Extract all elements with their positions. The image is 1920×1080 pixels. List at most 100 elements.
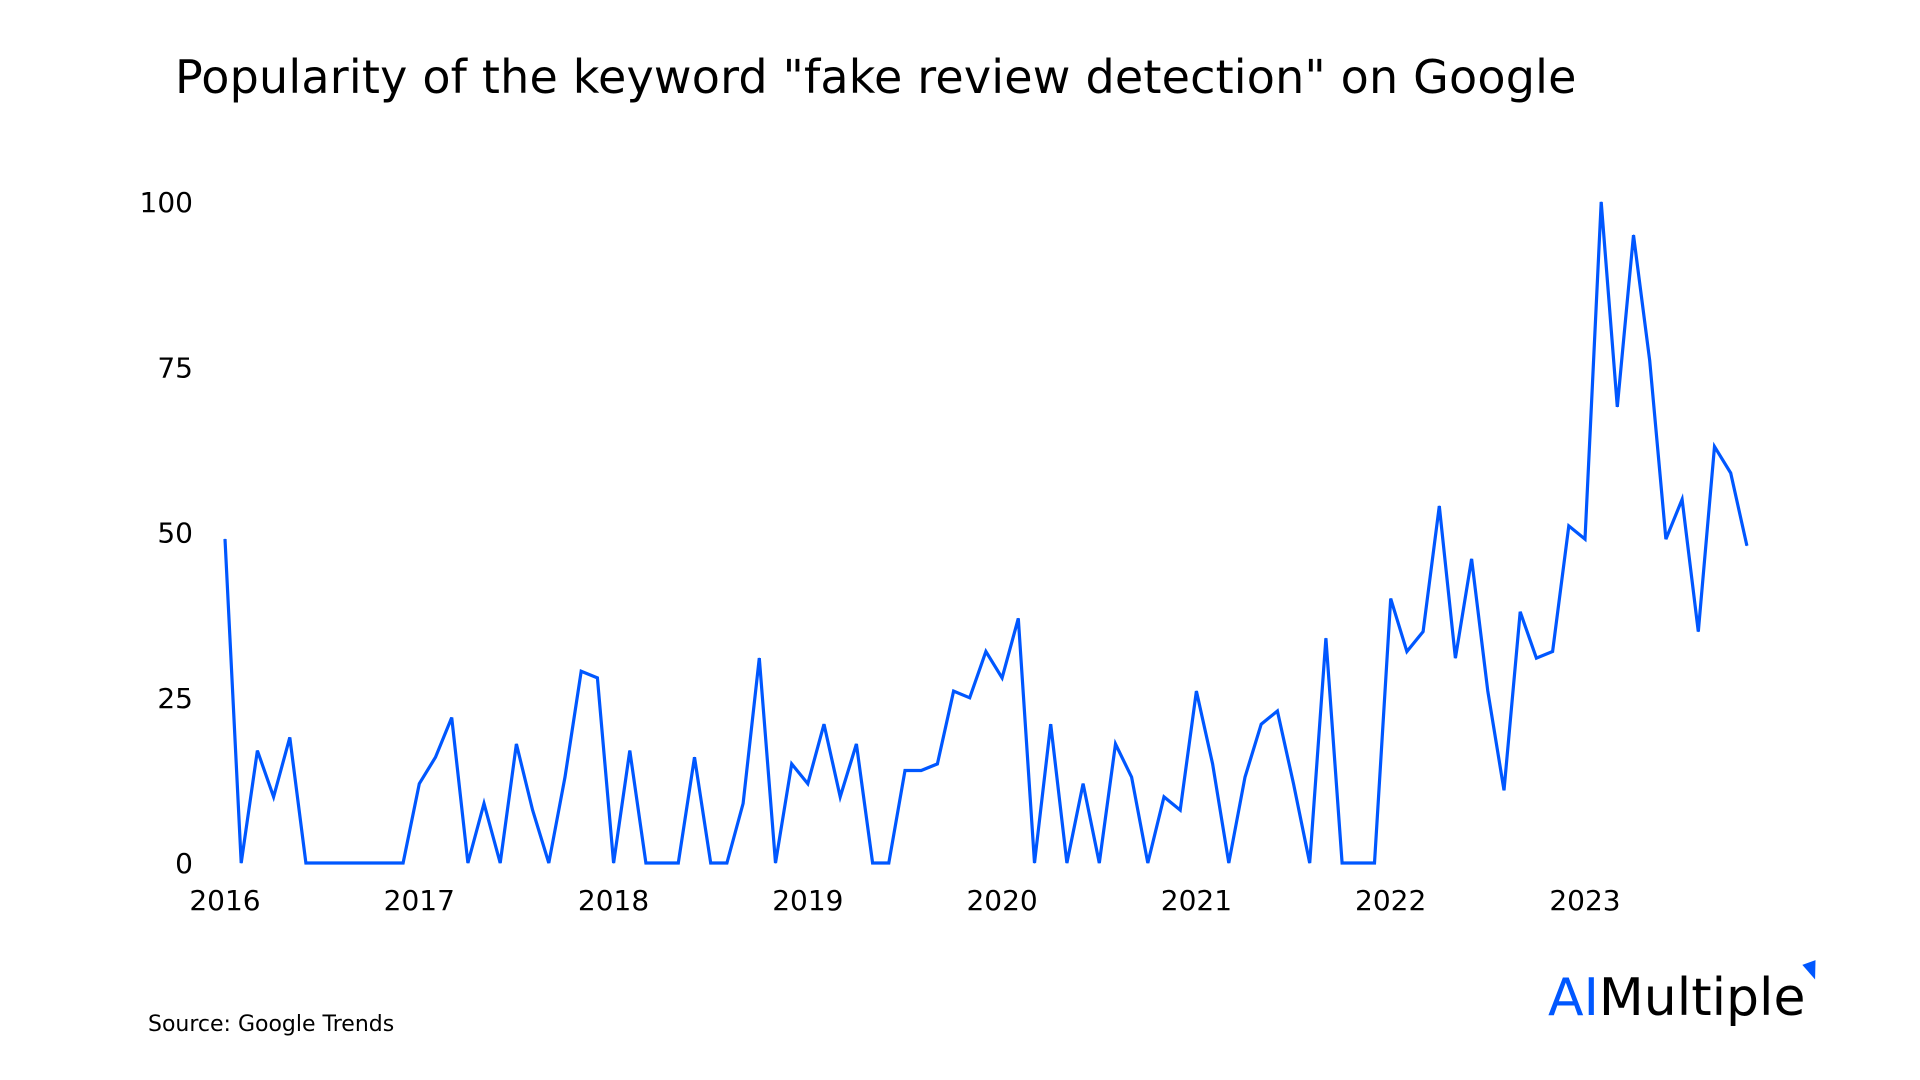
data-point (1584, 538, 1586, 540)
data-point (872, 862, 874, 864)
y-tick-label: 75 (157, 351, 193, 384)
data-point (532, 809, 534, 811)
data-point (645, 862, 647, 864)
source-note: Source: Google Trends (148, 1012, 395, 1037)
data-point (1406, 650, 1408, 652)
data-point (1244, 776, 1246, 778)
data-point (515, 743, 517, 745)
data-point (434, 756, 436, 758)
chart-title: Popularity of the keyword "fake review d… (175, 50, 1577, 104)
data-point (1131, 776, 1133, 778)
data-point (742, 803, 744, 805)
data-point (418, 783, 420, 785)
data-point (1600, 201, 1602, 203)
data-point (1228, 862, 1230, 864)
data-point (354, 862, 356, 864)
data-point (1697, 631, 1699, 633)
data-point (710, 862, 712, 864)
data-point (1552, 650, 1554, 652)
x-tick-label: 2016 (189, 884, 260, 917)
data-point (386, 862, 388, 864)
data-point (1260, 723, 1262, 725)
data-point (1665, 538, 1667, 540)
data-point (823, 723, 825, 725)
data-point (289, 736, 291, 738)
data-point (1341, 862, 1343, 864)
x-tick-label: 2017 (384, 884, 455, 917)
data-point (1163, 796, 1165, 798)
data-point (305, 862, 307, 864)
data-point (807, 783, 809, 785)
data-point (920, 769, 922, 771)
data-point (1325, 637, 1327, 639)
data-point (969, 697, 971, 699)
data-point (1195, 690, 1197, 692)
data-point (613, 862, 615, 864)
data-point (1293, 783, 1295, 785)
data-point (451, 717, 453, 719)
logo-ai: AI (1548, 968, 1599, 1028)
data-point (1746, 545, 1748, 547)
data-point (791, 763, 793, 765)
logo-multiple: Multiple (1598, 968, 1806, 1028)
x-tick-label: 2020 (966, 884, 1037, 917)
aimultiple-logo: AIMultiple (1548, 960, 1823, 1028)
data-point (273, 796, 275, 798)
data-point (483, 803, 485, 805)
data-point (1390, 598, 1392, 600)
data-point (1487, 690, 1489, 692)
data-point (1017, 617, 1019, 619)
data-point (1034, 862, 1035, 864)
data-point (985, 650, 987, 652)
data-point (1373, 862, 1375, 864)
y-tick-label: 50 (157, 517, 193, 550)
data-point (240, 862, 242, 864)
y-tick-label: 0 (175, 847, 193, 880)
series-line (223, 201, 1749, 865)
data-point (888, 862, 890, 864)
data-point (1147, 862, 1149, 864)
x-tick-label: 2019 (772, 884, 843, 917)
data-point (1649, 360, 1651, 362)
data-point (402, 862, 404, 864)
data-point (953, 690, 955, 692)
data-point (596, 677, 598, 679)
y-tick-label: 25 (157, 682, 193, 715)
data-point (1082, 783, 1084, 785)
data-point (1438, 505, 1440, 507)
data-point (337, 862, 339, 864)
data-point (1066, 862, 1068, 864)
data-point (1001, 677, 1003, 679)
x-tick-label: 2018 (578, 884, 649, 917)
data-point (1633, 234, 1635, 236)
data-point (321, 862, 323, 864)
data-point (936, 763, 938, 765)
data-point (548, 862, 550, 864)
x-tick-label: 2021 (1161, 884, 1232, 917)
data-point (839, 796, 841, 798)
data-point (467, 862, 469, 864)
data-point (629, 750, 631, 752)
data-point (1050, 723, 1052, 725)
data-point (694, 756, 696, 758)
data-point (1616, 406, 1618, 408)
data-point (1098, 862, 1100, 864)
data-point (499, 862, 501, 864)
data-point (256, 750, 258, 752)
data-point (1503, 789, 1505, 791)
data-point (1422, 631, 1424, 633)
data-point (1681, 498, 1683, 500)
data-point (904, 769, 906, 771)
data-point (1276, 710, 1278, 712)
data-point (774, 862, 776, 864)
data-point (1730, 472, 1732, 474)
data-point (564, 776, 566, 778)
data-point (1212, 763, 1214, 765)
x-tick-label: 2023 (1549, 884, 1620, 917)
data-point (1519, 611, 1521, 613)
data-point (1471, 558, 1473, 560)
data-point (1713, 446, 1715, 448)
x-tick-label: 2022 (1355, 884, 1426, 917)
data-point (1454, 657, 1456, 659)
data-point (1568, 525, 1570, 527)
